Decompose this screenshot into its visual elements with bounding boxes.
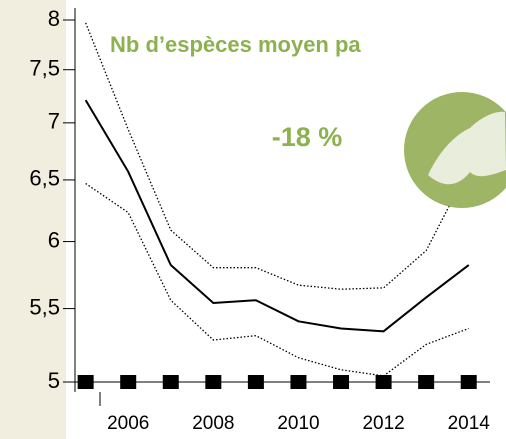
y-tick-label: 5 — [48, 368, 60, 393]
plot: 5 5,5 6 6,5 7 7,5 8 2006 2008 2010 2012 2014 — [29, 6, 490, 434]
x-marker — [120, 375, 137, 389]
x-marker — [418, 375, 435, 389]
x-tick-label: 2006 — [107, 413, 149, 434]
icon-butterfly — [428, 111, 506, 185]
x-tick-label: 2010 — [277, 413, 319, 434]
x-marker — [247, 375, 264, 389]
series-line — [85, 182, 469, 377]
x-marker — [162, 375, 179, 389]
series-line — [84, 99, 470, 333]
x-tick-label: 2012 — [362, 413, 404, 434]
y-tick-label: 7,5 — [29, 56, 60, 81]
y-tick-label: 6 — [48, 227, 60, 252]
x-marker — [333, 375, 350, 389]
annotation: -18 % — [272, 122, 343, 152]
y-tick-label: 6,5 — [29, 166, 60, 191]
chart-title: Nb d’espèces moyen pa — [110, 32, 361, 57]
butterfly-icon — [404, 92, 506, 208]
x-tick-label: 2008 — [192, 413, 234, 434]
x-marker — [77, 375, 94, 389]
x-marker — [460, 375, 477, 389]
x-marker — [375, 375, 392, 389]
x-tick-label: 2014 — [448, 413, 491, 434]
x-marker — [205, 375, 222, 389]
y-tick-label: 5,5 — [29, 294, 60, 319]
y-tick-label: 7 — [48, 109, 60, 134]
axis-strip — [0, 0, 66, 439]
x-marker — [290, 375, 307, 389]
series-line — [85, 22, 470, 290]
y-tick-label: 8 — [48, 6, 60, 31]
